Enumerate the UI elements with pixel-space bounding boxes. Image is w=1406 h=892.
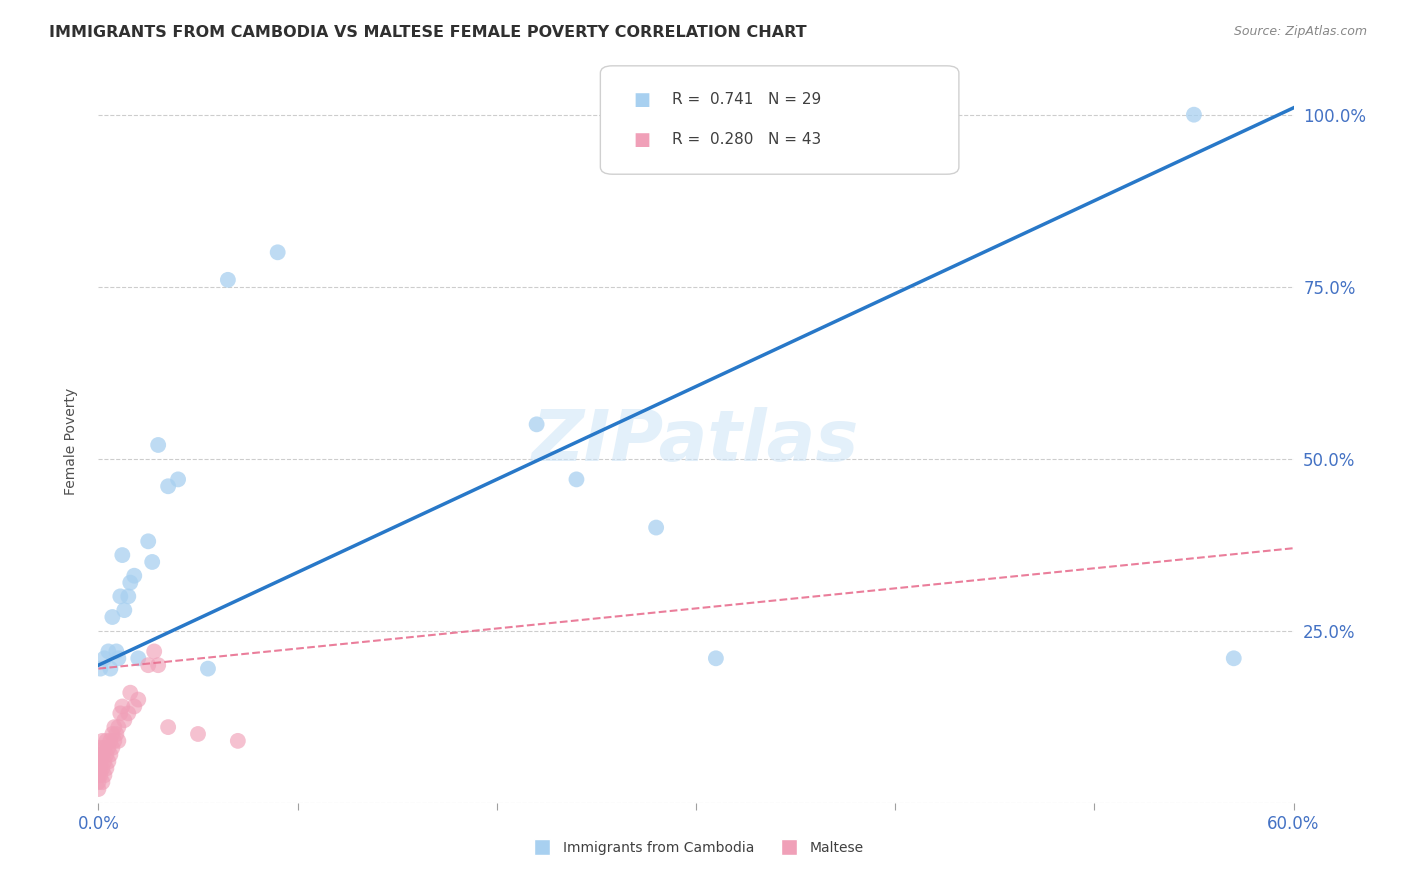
- Point: [143, 644, 166, 658]
- Point: [97, 755, 120, 769]
- Point: [112, 603, 135, 617]
- Point: [96, 761, 118, 775]
- Point: [110, 706, 132, 721]
- Point: [187, 727, 209, 741]
- Point: [148, 438, 170, 452]
- Point: [89, 662, 111, 676]
- Point: [96, 734, 118, 748]
- Point: [1182, 108, 1205, 122]
- Point: [101, 740, 124, 755]
- Point: [107, 651, 129, 665]
- Point: [124, 568, 146, 582]
- Point: [89, 747, 111, 762]
- Point: [97, 644, 120, 658]
- Point: [98, 747, 122, 762]
- Point: [87, 782, 110, 797]
- Point: [87, 775, 110, 789]
- Point: [127, 651, 149, 665]
- Text: ZIPatlas: ZIPatlas: [533, 407, 859, 476]
- Text: IMMIGRANTS FROM CAMBODIA VS MALTESE FEMALE POVERTY CORRELATION CHART: IMMIGRANTS FROM CAMBODIA VS MALTESE FEMA…: [49, 25, 807, 40]
- Point: [89, 768, 111, 782]
- Text: ■: ■: [634, 130, 651, 149]
- Point: [117, 590, 139, 604]
- Point: [91, 734, 114, 748]
- Point: [1223, 651, 1246, 665]
- Point: [111, 548, 134, 562]
- Point: [110, 590, 132, 604]
- Point: [91, 775, 114, 789]
- Point: [107, 734, 129, 748]
- Point: [91, 747, 114, 762]
- Point: [127, 692, 149, 706]
- Point: [96, 747, 118, 762]
- Point: [267, 245, 290, 260]
- Point: [101, 610, 124, 624]
- Text: R =  0.741   N = 29: R = 0.741 N = 29: [672, 92, 821, 107]
- Point: [91, 761, 114, 775]
- Point: [87, 768, 110, 782]
- Text: R =  0.280   N = 43: R = 0.280 N = 43: [672, 132, 821, 147]
- Point: [120, 686, 142, 700]
- Point: [217, 273, 239, 287]
- Point: [98, 662, 122, 676]
- Point: [98, 734, 122, 748]
- Point: [565, 472, 588, 486]
- Point: [87, 761, 110, 775]
- Point: [97, 740, 120, 755]
- Point: [101, 727, 124, 741]
- Point: [89, 755, 111, 769]
- Point: [120, 575, 142, 590]
- FancyBboxPatch shape: [600, 66, 959, 174]
- Point: [105, 727, 128, 741]
- Point: [167, 472, 190, 486]
- Point: [197, 662, 219, 676]
- Point: [103, 734, 125, 748]
- Point: [124, 699, 146, 714]
- Point: [103, 720, 125, 734]
- Point: [704, 651, 727, 665]
- Text: Source: ZipAtlas.com: Source: ZipAtlas.com: [1233, 25, 1367, 38]
- Point: [112, 713, 135, 727]
- Point: [226, 734, 249, 748]
- Point: [111, 699, 134, 714]
- Point: [136, 658, 159, 673]
- Point: [117, 706, 139, 721]
- Point: [107, 720, 129, 734]
- Point: [93, 768, 115, 782]
- Point: [148, 658, 170, 673]
- Point: [141, 555, 163, 569]
- Point: [645, 520, 668, 534]
- Point: [157, 479, 180, 493]
- Point: [844, 121, 866, 136]
- Text: ■: ■: [634, 91, 651, 109]
- Point: [136, 534, 159, 549]
- Legend: Immigrants from Cambodia, Maltese: Immigrants from Cambodia, Maltese: [523, 836, 869, 861]
- Point: [93, 755, 115, 769]
- Point: [105, 644, 128, 658]
- Point: [526, 417, 548, 432]
- Point: [89, 761, 111, 775]
- Point: [157, 720, 180, 734]
- Point: [93, 740, 115, 755]
- Y-axis label: Female Poverty: Female Poverty: [63, 388, 77, 495]
- Point: [89, 740, 111, 755]
- Point: [93, 651, 115, 665]
